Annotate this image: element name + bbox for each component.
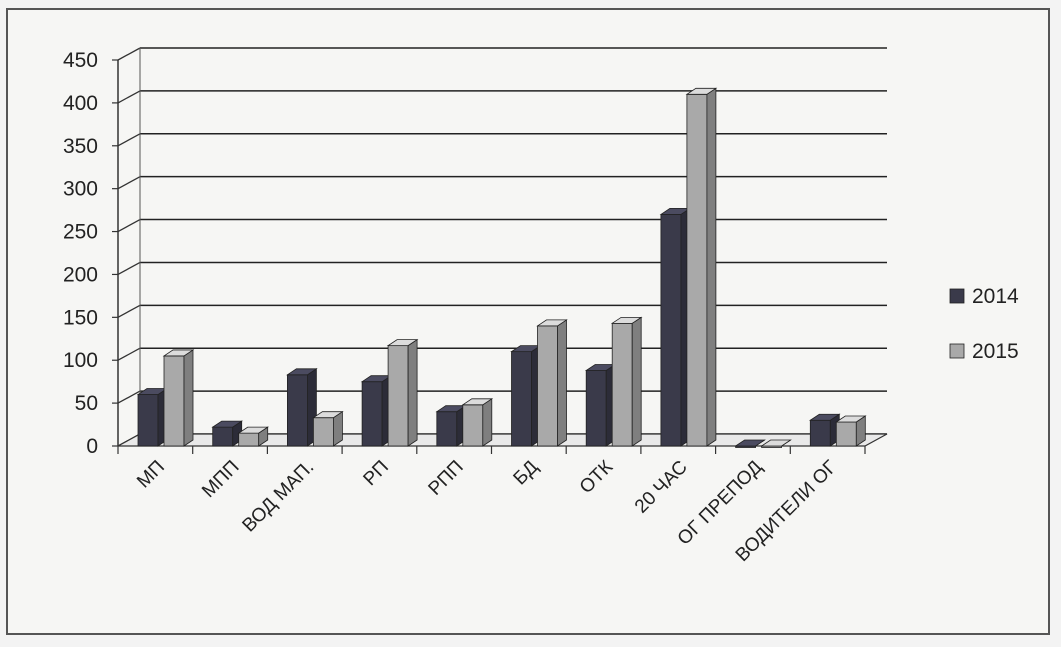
bar-top — [536, 319, 568, 327]
bar-front — [137, 394, 159, 447]
legend: 2014 2015 — [949, 285, 1019, 363]
y-tick-label: 150 — [63, 306, 98, 329]
chart-frame — [6, 8, 1050, 635]
bar-2015 — [237, 426, 270, 447]
gridline-depth — [117, 304, 141, 318]
bar-front — [312, 417, 334, 447]
bar-2015 — [461, 398, 494, 447]
bar-2015 — [610, 316, 643, 447]
bar-top — [237, 426, 270, 434]
bar-front — [387, 345, 409, 447]
x-category-label: 20 ЧАС — [631, 457, 692, 518]
bar-2014 — [211, 420, 244, 447]
bar-front — [238, 432, 260, 447]
y-tick-label: 250 — [63, 221, 98, 244]
legend-label-2014: 2014 — [972, 285, 1019, 308]
bar-2015 — [162, 349, 195, 447]
legend-swatch-2014 — [949, 288, 965, 304]
bar-side — [482, 398, 493, 447]
y-tick-label: 100 — [63, 349, 98, 372]
bar-top — [461, 398, 494, 406]
bar-top — [734, 439, 766, 447]
y-axis-ticks: 0 50 100 150 200 250 300 350 400 450 — [63, 49, 98, 458]
bar-top — [211, 420, 244, 428]
gridline-depth — [117, 218, 141, 233]
bar-2015 — [685, 87, 718, 447]
bar-top — [834, 415, 867, 423]
gridline-depth — [117, 347, 141, 361]
bar-2014 — [510, 344, 542, 447]
bar-2015 — [760, 439, 792, 448]
bar-2014 — [360, 374, 393, 447]
bar-2014 — [286, 368, 318, 447]
x-category-label: РП — [360, 457, 393, 490]
bar-front — [212, 426, 234, 447]
bar-2015 — [834, 415, 867, 447]
bar-front — [462, 404, 484, 447]
bar-front — [611, 322, 633, 447]
bar-front — [809, 419, 831, 447]
bar-top — [685, 87, 718, 95]
grid-layer — [112, 47, 888, 454]
gridline-depth — [117, 176, 141, 190]
bar-side — [631, 316, 642, 447]
bar-front — [537, 325, 558, 447]
gridline-depth — [117, 390, 141, 404]
y-tick-label: 450 — [63, 49, 98, 72]
y-tick-label: 0 — [86, 435, 98, 458]
bar-side — [183, 349, 194, 447]
y-tick-label: 50 — [75, 392, 98, 415]
x-category-label: РПП — [425, 457, 468, 500]
gridline-depth — [117, 133, 141, 147]
bar-top — [386, 339, 419, 347]
bar-side — [557, 319, 567, 447]
bar-2015 — [386, 338, 419, 447]
gridline-depth — [117, 47, 141, 61]
bar-top — [610, 316, 643, 324]
bar-2014 — [734, 439, 766, 448]
legend-label-2015: 2015 — [972, 340, 1019, 363]
x-category-label: ОТК — [576, 457, 617, 498]
bar-2014 — [435, 404, 468, 447]
bar-2015 — [536, 319, 568, 447]
y-tick-label: 300 — [63, 178, 98, 201]
bar-2014 — [808, 413, 841, 447]
x-category-label: МПП — [198, 457, 243, 502]
bar-top — [162, 349, 195, 357]
x-category-label: ВОД МАП. — [239, 457, 319, 537]
bars-layer — [136, 87, 867, 448]
y-tick-label: 350 — [63, 135, 98, 158]
bar-2014 — [659, 207, 692, 447]
x-category-label: БД — [510, 457, 543, 490]
bar-front — [835, 421, 857, 447]
bar-2014 — [584, 363, 617, 447]
legend-swatch-2015 — [949, 343, 965, 359]
y-tick-label: 200 — [63, 263, 98, 286]
bar-2014 — [136, 387, 169, 447]
bar-top — [286, 368, 318, 376]
bar-front — [585, 370, 607, 447]
bar-top — [808, 413, 841, 421]
bar-side — [706, 87, 717, 447]
bar-front — [286, 374, 308, 447]
bar-top — [312, 411, 344, 419]
bar-front — [361, 381, 383, 447]
bar-side — [407, 338, 418, 447]
bar-front — [660, 213, 682, 447]
bar-front — [163, 355, 185, 447]
bar-top — [760, 439, 792, 447]
bar-front — [511, 351, 532, 447]
y-tick-label: 400 — [63, 92, 98, 115]
gridline-depth — [117, 261, 141, 276]
x-category-label: МП — [133, 457, 169, 493]
bar-front — [436, 411, 458, 447]
bar-front — [686, 93, 708, 447]
bar-2015 — [312, 410, 344, 447]
gridline-depth — [117, 90, 141, 104]
